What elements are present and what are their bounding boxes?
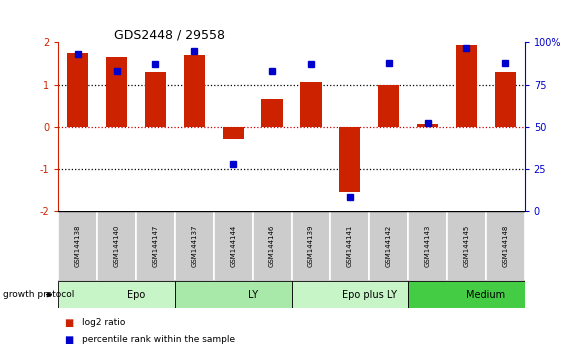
Bar [175,281,292,308]
Text: GSM144138: GSM144138 [75,225,80,267]
Bar [261,99,283,127]
Bar [378,85,399,127]
Bar [300,82,322,127]
Text: Epo: Epo [127,290,145,300]
Bar [223,127,244,139]
Bar [58,211,97,281]
Bar [214,211,252,281]
Bar [408,281,525,308]
Bar [447,211,486,281]
Bar [184,55,205,127]
Text: percentile rank within the sample: percentile rank within the sample [82,335,235,344]
Text: GSM144147: GSM144147 [153,225,159,267]
Text: GSM144144: GSM144144 [230,225,236,267]
Bar [408,211,447,281]
Bar [136,211,175,281]
Bar [67,53,89,127]
Bar [369,211,408,281]
Text: GSM144139: GSM144139 [308,225,314,267]
Bar [292,211,331,281]
Text: GSM144142: GSM144142 [386,225,392,267]
Bar [417,125,438,127]
Text: GDS2448 / 29558: GDS2448 / 29558 [114,28,225,41]
Bar [175,211,214,281]
Bar [486,211,525,281]
Text: Medium: Medium [466,290,505,300]
Text: GSM144143: GSM144143 [424,225,430,267]
Text: GSM144137: GSM144137 [191,225,197,267]
Text: GSM144148: GSM144148 [503,225,508,267]
Text: growth protocol: growth protocol [3,290,74,299]
Text: GSM144145: GSM144145 [463,225,469,267]
Text: LY: LY [248,290,258,300]
Text: log2 ratio: log2 ratio [82,318,125,327]
Bar [494,72,516,127]
Text: Epo plus LY: Epo plus LY [342,290,397,300]
Text: GSM144141: GSM144141 [347,225,353,267]
Text: ■: ■ [64,335,73,345]
Bar [106,57,127,127]
Bar [331,211,369,281]
Bar [58,281,175,308]
Bar [456,45,477,127]
Text: ■: ■ [64,318,73,328]
Text: GSM144146: GSM144146 [269,225,275,267]
Text: GSM144140: GSM144140 [114,225,120,267]
Bar [339,127,360,192]
Bar [97,211,136,281]
Bar [145,72,166,127]
Bar [292,281,408,308]
Bar [252,211,292,281]
